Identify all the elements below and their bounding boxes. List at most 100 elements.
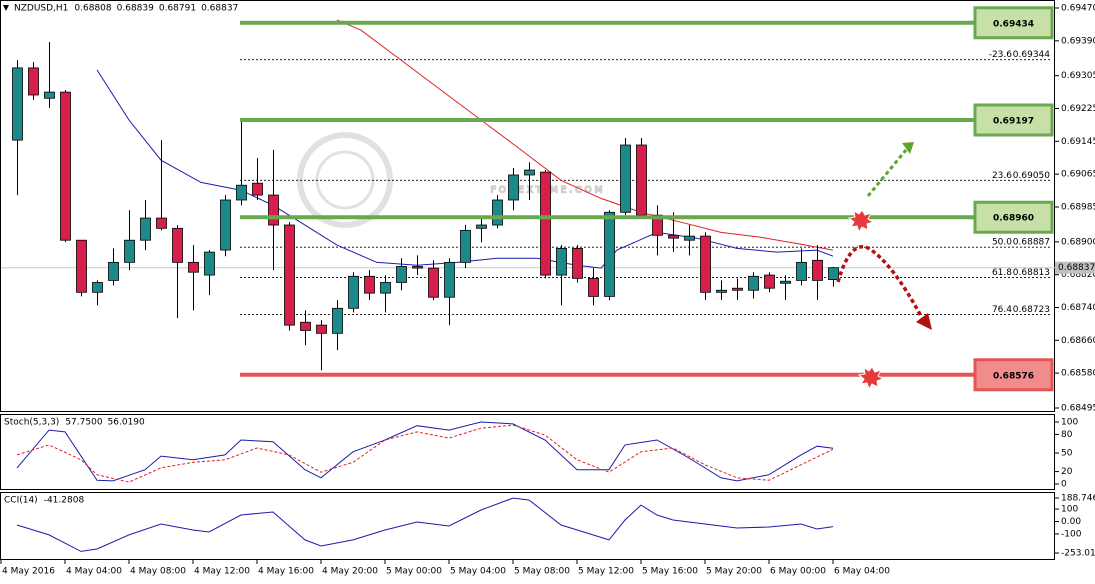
- candle-body: [828, 267, 839, 280]
- symbol-icon: [3, 5, 9, 11]
- candle-body: [412, 266, 423, 269]
- candle-body: [316, 324, 327, 334]
- candle-body: [668, 234, 679, 239]
- candle-body: [204, 251, 215, 276]
- candle-body: [444, 261, 455, 298]
- candle-body: [524, 169, 535, 176]
- main-panel: [0, 0, 1055, 412]
- y-tick-label: 188.7469: [1061, 494, 1095, 504]
- indicator-line: [16, 424, 834, 483]
- fib-ratio: 61.8: [992, 268, 1012, 278]
- readout-value: -41.2808: [44, 496, 85, 506]
- y-tick-label: 0.68900: [1061, 237, 1095, 247]
- fib-ratio: -23.6: [989, 50, 1013, 60]
- candle-body: [108, 261, 119, 281]
- x-tick-label: 4 May 20:00: [322, 567, 378, 577]
- level-box: [973, 6, 1054, 40]
- candle-body: [44, 91, 55, 99]
- candle-body: [172, 227, 183, 263]
- candle-body: [284, 224, 295, 326]
- x-tick-label: 5 May 08:00: [514, 567, 570, 577]
- candle-body: [476, 224, 487, 229]
- x-tick-label: 4 May 04:00: [66, 567, 122, 577]
- y-tick-label: 100: [1061, 418, 1078, 428]
- candle-body: [764, 274, 775, 289]
- y-tick-label: 0.68820: [1061, 270, 1095, 280]
- x-tick-label: 5 May 04:00: [450, 567, 506, 577]
- x-tick-label: 4 May 08:00: [130, 567, 186, 577]
- candle-body: [140, 217, 151, 241]
- candle-body: [124, 239, 135, 263]
- y-tick-label: -100: [1061, 529, 1082, 539]
- readout-value: 0.68791: [159, 4, 196, 14]
- candle-body: [380, 282, 391, 294]
- y-tick-label: 80: [1061, 430, 1073, 440]
- candle-body: [556, 248, 567, 276]
- candle-body: [92, 282, 103, 293]
- level-label: 0.68960: [993, 214, 1034, 224]
- y-tick-label: 0: [1061, 480, 1067, 490]
- readout-value: 0.68839: [117, 4, 154, 14]
- x-tick-label: 4 May 16:00: [258, 567, 314, 577]
- fib-price: 0.68887: [1013, 238, 1050, 248]
- plot-layer: 0.68495 0.68580 0.68660 0.68740 0.68820 0.689…: [0, 4, 1095, 577]
- x-tick-label: 5 May 00:00: [386, 567, 442, 577]
- x-tick-label: 4 May 12:00: [194, 567, 250, 577]
- candle-body: [604, 211, 615, 297]
- y-tick-label: 100: [1061, 505, 1078, 515]
- candle-body: [156, 217, 167, 229]
- level-box: [973, 358, 1054, 392]
- indicator-line: [16, 421, 834, 482]
- indicator-line: [336, 19, 834, 251]
- fib-price: 0.69050: [1013, 171, 1050, 181]
- level-label: 0.69434: [993, 19, 1034, 29]
- candle-body: [540, 171, 551, 276]
- candle-body: [460, 229, 471, 263]
- fib-price: 0.68723: [1013, 305, 1050, 315]
- fib-ratio: 23.6: [992, 171, 1012, 181]
- readout-value: 0.68808: [74, 4, 111, 14]
- panel-title: NZDUSD,H1: [14, 4, 68, 14]
- x-tick-label: 6 May 00:00: [770, 567, 826, 577]
- x-tick-label: 4 May 2016: [2, 567, 55, 577]
- indicator-line: [96, 69, 834, 269]
- annotations: [836, 142, 932, 391]
- readout-value: 57.7500: [65, 418, 102, 428]
- candle-body: [700, 235, 711, 293]
- fib-ratio: 76.4: [992, 305, 1012, 315]
- candle-body: [684, 235, 695, 241]
- y-tick-label: 0.68495: [1061, 404, 1095, 414]
- candle-body: [364, 275, 375, 294]
- level-box: [973, 200, 1054, 234]
- candle-body: [332, 307, 343, 334]
- candle-body: [236, 184, 247, 201]
- candle-body: [620, 144, 631, 213]
- candle-body: [428, 267, 439, 298]
- candle-body: [348, 275, 359, 309]
- candle-body: [28, 67, 39, 96]
- candle-body: [572, 248, 583, 279]
- y-tick-label: 0.68740: [1061, 303, 1095, 313]
- y-tick-label: 0.68985: [1061, 202, 1095, 212]
- current-price-label: 0.68837: [1058, 263, 1095, 273]
- candle-body: [252, 182, 263, 196]
- candle-body: [652, 214, 663, 236]
- candle-body: [812, 259, 823, 281]
- indicator-line: [16, 497, 834, 552]
- y-tick-label: 50: [1061, 449, 1073, 459]
- y-tick-label: 0.68580: [1061, 369, 1095, 379]
- candle-body: [220, 199, 231, 251]
- candle-body: [748, 275, 759, 291]
- candle-body: [60, 91, 71, 241]
- x-tick-label: 5 May 12:00: [578, 567, 634, 577]
- readout-value: 56.0190: [108, 418, 145, 428]
- level-box: [973, 103, 1054, 137]
- cci-panel: [0, 492, 1055, 560]
- readout-value: 0.68837: [201, 4, 238, 14]
- candle-body: [188, 261, 199, 273]
- candle-body: [780, 280, 791, 284]
- fib-price: 0.68813: [1013, 268, 1050, 278]
- x-tick-label: 5 May 16:00: [642, 567, 698, 577]
- x-tick-label: 6 May 04:00: [834, 567, 890, 577]
